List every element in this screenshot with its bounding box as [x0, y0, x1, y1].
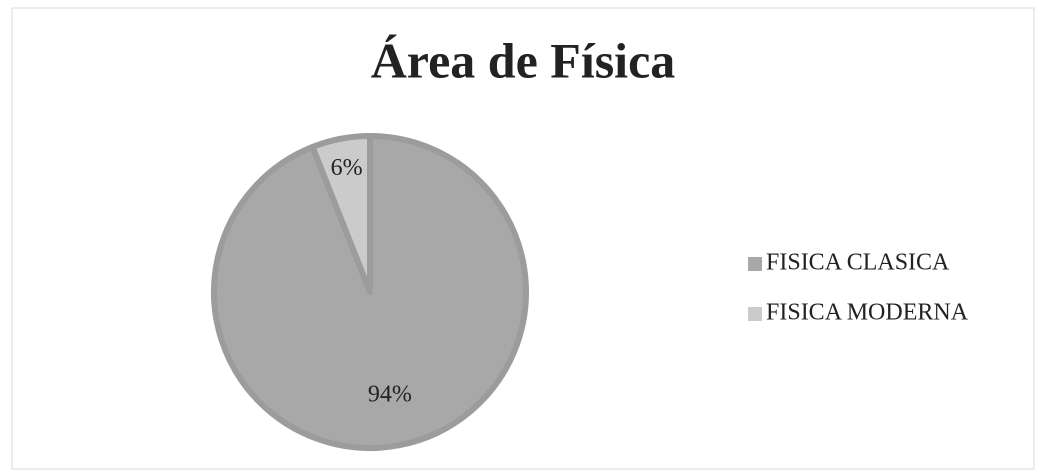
legend-label: FISICA MODERNA [766, 300, 969, 326]
pie-slice [309, 133, 373, 295]
legend-label: FISICA CLASICA [766, 250, 950, 276]
chart-title: Área de Física [371, 32, 676, 88]
legend-swatch [748, 307, 762, 321]
data-label: 94% [368, 382, 412, 408]
data-label: 6% [331, 155, 363, 181]
legend-swatch [748, 257, 762, 271]
chart-frame [11, 7, 1035, 470]
